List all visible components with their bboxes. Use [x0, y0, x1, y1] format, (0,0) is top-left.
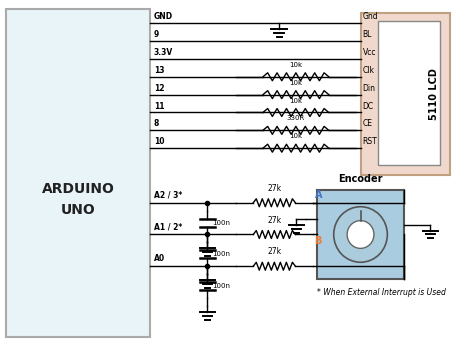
Text: 10k: 10k	[289, 98, 302, 104]
Text: GND: GND	[154, 12, 173, 21]
Text: 5110 LCD: 5110 LCD	[428, 68, 438, 120]
Text: B: B	[315, 236, 322, 246]
Text: 12: 12	[154, 83, 164, 93]
Text: * When External Interrupt is Used: * When External Interrupt is Used	[318, 288, 447, 297]
Text: DC: DC	[363, 101, 374, 110]
Text: A0: A0	[154, 254, 165, 263]
Bar	[378, 21, 440, 165]
Bar	[361, 13, 450, 175]
Text: 8: 8	[154, 119, 159, 128]
Text: A1 / 2*: A1 / 2*	[154, 223, 182, 231]
Text: 100n: 100n	[212, 252, 230, 257]
Circle shape	[334, 207, 387, 262]
Text: 100n: 100n	[212, 283, 230, 289]
Bar	[318, 190, 404, 279]
Text: 10: 10	[154, 137, 164, 146]
Text: 11: 11	[154, 101, 164, 110]
Text: ARDUINO
UNO: ARDUINO UNO	[42, 183, 114, 217]
Text: 27k: 27k	[267, 184, 282, 193]
Text: Vcc: Vcc	[363, 48, 376, 57]
Text: 330R: 330R	[287, 116, 305, 121]
Circle shape	[347, 220, 374, 248]
Text: 27k: 27k	[267, 247, 282, 256]
Text: 3.3V: 3.3V	[154, 48, 173, 57]
Text: 100n: 100n	[212, 220, 230, 226]
Bar	[6, 9, 150, 337]
Text: 13: 13	[154, 66, 164, 75]
Text: A2 / 3*: A2 / 3*	[154, 191, 182, 200]
Text: 10k: 10k	[289, 133, 302, 139]
Text: BL: BL	[363, 30, 372, 39]
Text: A: A	[315, 190, 322, 200]
Text: CE: CE	[363, 119, 373, 128]
Text: Clk: Clk	[363, 66, 374, 75]
Text: RST: RST	[363, 137, 377, 146]
Text: 10k: 10k	[289, 62, 302, 68]
Text: Din: Din	[363, 83, 375, 93]
Text: 10k: 10k	[289, 80, 302, 86]
Text: 9: 9	[154, 30, 159, 39]
Text: 27k: 27k	[267, 216, 282, 225]
Text: Gnd: Gnd	[363, 12, 378, 21]
Text: Encoder: Encoder	[338, 174, 383, 184]
